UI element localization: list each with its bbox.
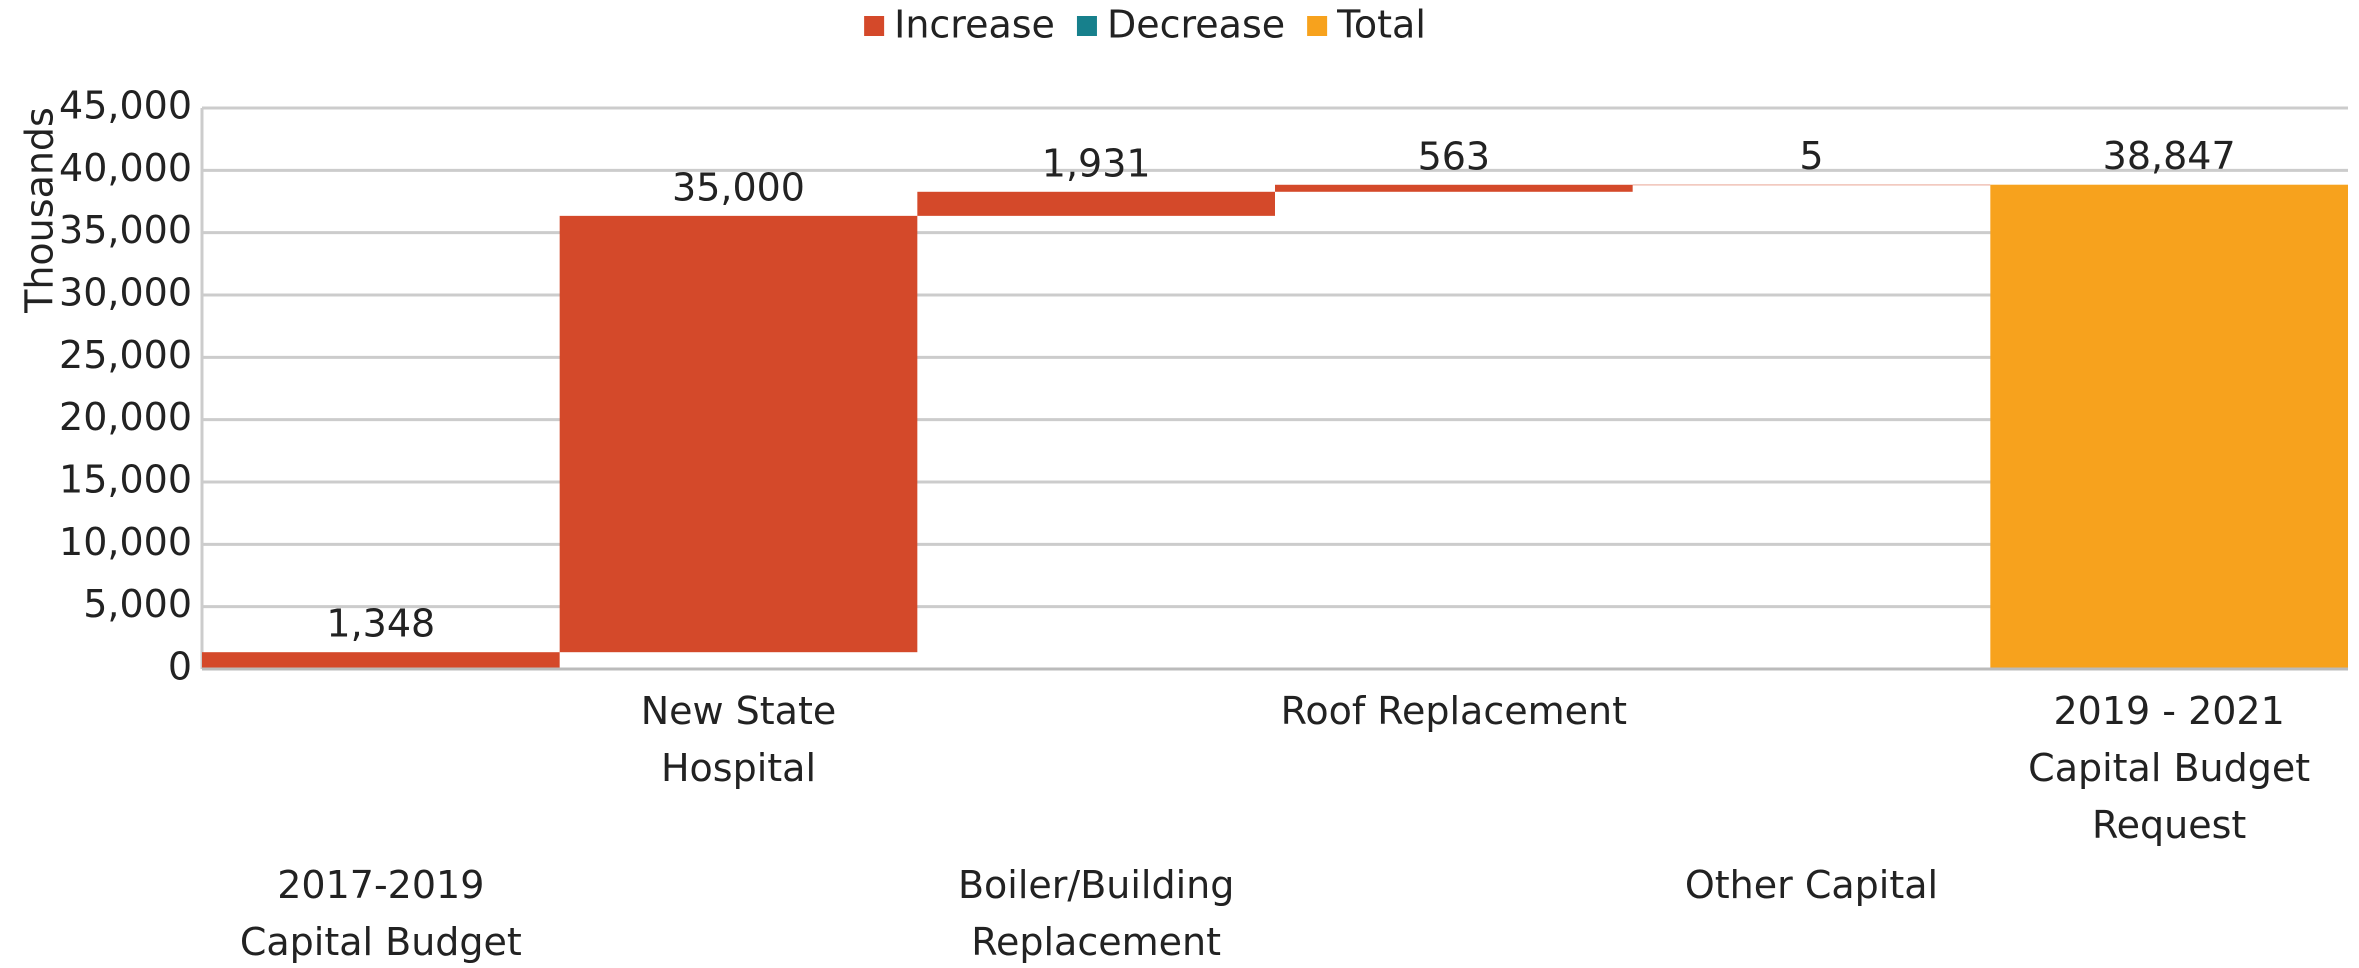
y-tick-label: 20,000 xyxy=(59,395,192,439)
legend: Increase Decrease Total xyxy=(864,3,1426,47)
data-label: 563 xyxy=(1418,134,1491,178)
bar xyxy=(559,215,918,653)
data-label: 35,000 xyxy=(672,165,805,209)
x-tick-label: New State Hospital xyxy=(640,689,837,790)
legend-item: Increase xyxy=(864,3,1055,47)
legend-label: Increase xyxy=(894,3,1055,47)
y-tick-label: 25,000 xyxy=(59,333,192,377)
legend-swatch xyxy=(1076,16,1097,36)
x-tick-label: 2017-2019 Capital Budget xyxy=(239,863,522,964)
y-tick-label: 40,000 xyxy=(59,146,192,190)
legend-swatch xyxy=(1307,16,1328,36)
data-label: 38,847 xyxy=(2103,134,2236,178)
x-tick-label: Roof Replacement xyxy=(1280,689,1627,733)
bar xyxy=(202,652,560,669)
x-tick-label: 2019 - 2021 Capital Budget Request xyxy=(2028,689,2311,847)
data-label: 5 xyxy=(1799,134,1823,178)
x-tick-label: Other Capital xyxy=(1684,863,1939,907)
bar xyxy=(917,191,1275,216)
legend-item: Total xyxy=(1307,3,1426,47)
y-axis-label: Thousands xyxy=(18,107,62,314)
data-label: 1,348 xyxy=(326,602,435,646)
x-tick-label: Boiler/Building Replacement xyxy=(957,863,1235,964)
y-tick-label: 45,000 xyxy=(59,84,192,128)
bar xyxy=(1990,184,2348,669)
y-tick-label: 30,000 xyxy=(59,271,192,315)
data-label: 1,931 xyxy=(1042,141,1151,185)
y-tick-label: 10,000 xyxy=(59,520,192,564)
legend-label: Decrease xyxy=(1107,3,1285,47)
y-tick-label: 35,000 xyxy=(59,208,192,252)
legend-swatch xyxy=(864,16,885,36)
bar xyxy=(1632,184,1991,186)
legend-label: Total xyxy=(1336,3,1426,47)
bar xyxy=(1275,184,1633,192)
y-tick-label: 5,000 xyxy=(83,582,192,626)
y-tick-label: 15,000 xyxy=(59,458,192,502)
y-tick-label: 0 xyxy=(168,645,192,689)
legend-item: Decrease xyxy=(1076,3,1285,47)
